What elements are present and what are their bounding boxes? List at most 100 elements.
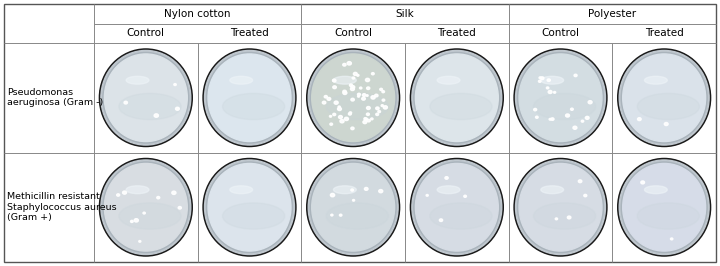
Ellipse shape	[412, 160, 502, 255]
Ellipse shape	[548, 90, 552, 94]
Text: Control: Control	[334, 28, 372, 39]
Ellipse shape	[439, 219, 443, 222]
Ellipse shape	[585, 116, 589, 119]
Text: Pseudomonas
aeruginosa (Gram -): Pseudomonas aeruginosa (Gram -)	[7, 88, 103, 107]
Ellipse shape	[204, 160, 294, 255]
Ellipse shape	[312, 54, 395, 142]
Ellipse shape	[308, 51, 398, 145]
Ellipse shape	[641, 181, 644, 184]
Ellipse shape	[415, 163, 498, 251]
Ellipse shape	[378, 111, 381, 113]
Ellipse shape	[119, 93, 181, 120]
Ellipse shape	[619, 51, 709, 145]
Ellipse shape	[574, 74, 577, 77]
Ellipse shape	[554, 92, 556, 93]
Ellipse shape	[364, 118, 366, 120]
Ellipse shape	[619, 160, 709, 255]
Ellipse shape	[103, 162, 189, 252]
Ellipse shape	[344, 117, 348, 120]
Ellipse shape	[204, 51, 294, 145]
Ellipse shape	[310, 52, 396, 143]
Ellipse shape	[333, 80, 336, 82]
Ellipse shape	[637, 93, 699, 120]
Ellipse shape	[581, 120, 584, 122]
Ellipse shape	[362, 94, 366, 97]
Ellipse shape	[324, 95, 328, 98]
Ellipse shape	[570, 108, 573, 110]
Ellipse shape	[670, 238, 673, 240]
Ellipse shape	[124, 101, 127, 104]
Ellipse shape	[134, 219, 138, 222]
Ellipse shape	[339, 214, 342, 216]
Ellipse shape	[366, 87, 370, 89]
Ellipse shape	[644, 186, 667, 194]
Ellipse shape	[117, 194, 120, 196]
Ellipse shape	[410, 49, 503, 147]
Ellipse shape	[551, 118, 554, 120]
Ellipse shape	[333, 86, 336, 89]
Ellipse shape	[573, 126, 577, 129]
Ellipse shape	[623, 163, 706, 251]
Ellipse shape	[534, 109, 536, 111]
Ellipse shape	[555, 218, 557, 220]
Text: Control: Control	[127, 28, 165, 39]
Ellipse shape	[174, 84, 176, 86]
Ellipse shape	[312, 163, 395, 251]
Ellipse shape	[333, 113, 336, 116]
Ellipse shape	[222, 203, 284, 229]
Ellipse shape	[333, 76, 356, 84]
Ellipse shape	[340, 119, 344, 123]
Ellipse shape	[410, 159, 503, 256]
Ellipse shape	[379, 190, 383, 193]
Ellipse shape	[157, 197, 160, 199]
Ellipse shape	[323, 101, 326, 104]
Ellipse shape	[578, 180, 582, 183]
Ellipse shape	[122, 191, 127, 194]
Ellipse shape	[208, 54, 291, 142]
Ellipse shape	[637, 203, 699, 229]
Ellipse shape	[358, 95, 359, 97]
Ellipse shape	[143, 212, 145, 214]
Ellipse shape	[347, 62, 351, 65]
Ellipse shape	[541, 186, 564, 194]
Ellipse shape	[139, 240, 141, 242]
Ellipse shape	[327, 97, 330, 100]
Ellipse shape	[99, 159, 192, 256]
Text: Treated: Treated	[645, 28, 683, 39]
Ellipse shape	[363, 120, 366, 124]
Ellipse shape	[230, 76, 253, 84]
Ellipse shape	[356, 74, 359, 76]
Ellipse shape	[516, 51, 606, 145]
Ellipse shape	[514, 159, 607, 256]
Ellipse shape	[437, 76, 460, 84]
Ellipse shape	[326, 93, 388, 120]
Ellipse shape	[445, 177, 448, 179]
Ellipse shape	[644, 76, 667, 84]
Ellipse shape	[330, 214, 333, 216]
Ellipse shape	[310, 162, 396, 252]
Ellipse shape	[547, 79, 550, 81]
Ellipse shape	[99, 49, 192, 147]
Ellipse shape	[516, 160, 606, 255]
Ellipse shape	[330, 115, 332, 117]
Ellipse shape	[353, 200, 355, 201]
Ellipse shape	[343, 63, 346, 66]
Ellipse shape	[208, 163, 291, 251]
Ellipse shape	[366, 78, 369, 82]
Ellipse shape	[415, 54, 498, 142]
Text: Control: Control	[541, 28, 580, 39]
Ellipse shape	[333, 79, 336, 82]
Ellipse shape	[541, 76, 564, 84]
Ellipse shape	[101, 160, 191, 255]
Ellipse shape	[519, 163, 602, 251]
Ellipse shape	[588, 101, 592, 104]
Ellipse shape	[359, 87, 362, 89]
Ellipse shape	[338, 106, 341, 108]
Ellipse shape	[101, 51, 191, 145]
Ellipse shape	[371, 96, 375, 99]
Text: Methicillin resistant
Staphylococcus aureus
(Gram +): Methicillin resistant Staphylococcus aur…	[7, 192, 117, 222]
Ellipse shape	[584, 194, 587, 197]
Ellipse shape	[119, 203, 181, 229]
Ellipse shape	[464, 195, 467, 197]
Ellipse shape	[549, 118, 552, 120]
